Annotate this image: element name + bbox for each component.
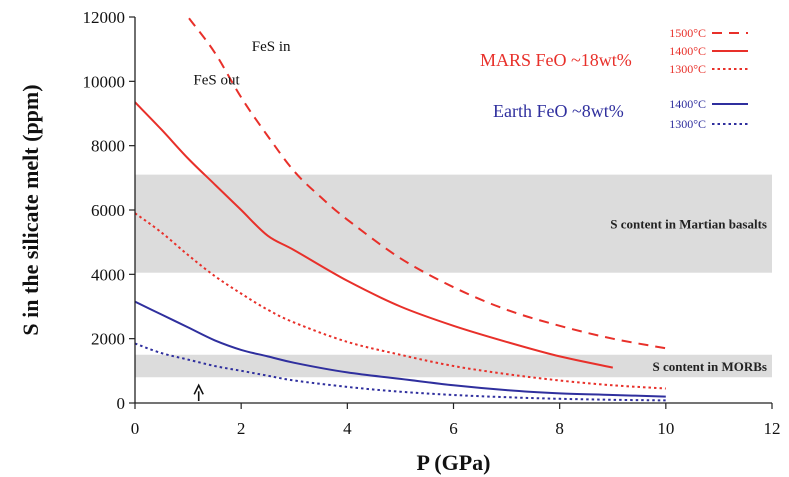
labels-layer: S content in Martian basalts S content in… [193,39,767,401]
axes-layer: 0 2 4 6 8 10 12 0 2000 4000 6000 8000 10000 12000 P (G… [18,8,781,475]
x-axis-title: P (GPa) [417,450,491,475]
legend: MARS FeO ~18wt% Earth FeO ~8wt% 1500°C 1400… [480,26,748,131]
y-tick-label-5: 10000 [83,72,126,91]
y-tick-label-3: 6000 [91,201,125,220]
band-label-0: S content in Martian basalts [610,217,767,232]
series-line-2 [135,212,666,390]
x-tick-label-5: 10 [657,419,674,438]
x-tick-label-1: 2 [237,419,246,438]
y-tick-label-2: 4000 [91,265,125,284]
series-line-3 [135,300,666,398]
band-label-1: S content in MORBs [653,359,767,374]
y-tick-label-6: 12000 [83,8,126,27]
annotation-1: FeS out [193,73,240,89]
y-tick-label-1: 2000 [91,330,125,349]
legend-entry-label-0: 1500°C [669,26,706,40]
legend-entry-label-1: 1400°C [669,44,706,58]
x-tick-label-6: 12 [764,419,781,438]
legend-group-label-0: MARS FeO ~18wt% [480,50,632,70]
arrow-head [193,383,204,395]
y-tick-label-0: 0 [117,394,126,413]
legend-entry-label-4: 1300°C [669,117,706,131]
series-line-0 [186,17,666,350]
series-line-1 [135,101,614,369]
series-line-4 [135,342,666,402]
band-0 [135,174,772,273]
legend-entry-label-2: 1300°C [669,62,706,76]
x-tick-label-0: 0 [131,419,140,438]
legend-group-label-1: Earth FeO ~8wt% [493,101,624,121]
x-tick-label-3: 6 [449,419,458,438]
annotation-0: FeS in [252,39,291,55]
y-tick-label-4: 8000 [91,137,125,156]
curves-layer [135,17,666,402]
legend-entry-label-3: 1400°C [669,97,706,111]
y-axis-title: S in the silicate melt (ppm) [18,84,43,335]
x-tick-label-2: 4 [343,419,352,438]
x-tick-label-4: 8 [555,419,564,438]
